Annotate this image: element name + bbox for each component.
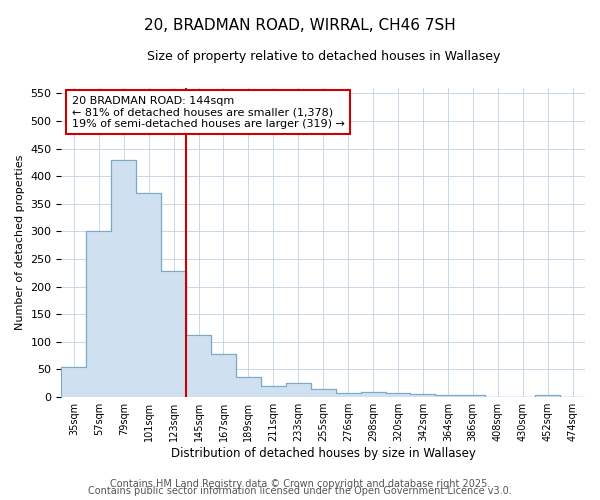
Polygon shape <box>61 160 585 397</box>
Y-axis label: Number of detached properties: Number of detached properties <box>15 154 25 330</box>
Text: Contains HM Land Registry data © Crown copyright and database right 2025.: Contains HM Land Registry data © Crown c… <box>110 479 490 489</box>
X-axis label: Distribution of detached houses by size in Wallasey: Distribution of detached houses by size … <box>171 447 476 460</box>
Text: 20, BRADMAN ROAD, WIRRAL, CH46 7SH: 20, BRADMAN ROAD, WIRRAL, CH46 7SH <box>144 18 456 32</box>
Text: 20 BRADMAN ROAD: 144sqm
← 81% of detached houses are smaller (1,378)
19% of semi: 20 BRADMAN ROAD: 144sqm ← 81% of detache… <box>72 96 345 128</box>
Title: Size of property relative to detached houses in Wallasey: Size of property relative to detached ho… <box>146 50 500 63</box>
Text: Contains public sector information licensed under the Open Government Licence v3: Contains public sector information licen… <box>88 486 512 496</box>
